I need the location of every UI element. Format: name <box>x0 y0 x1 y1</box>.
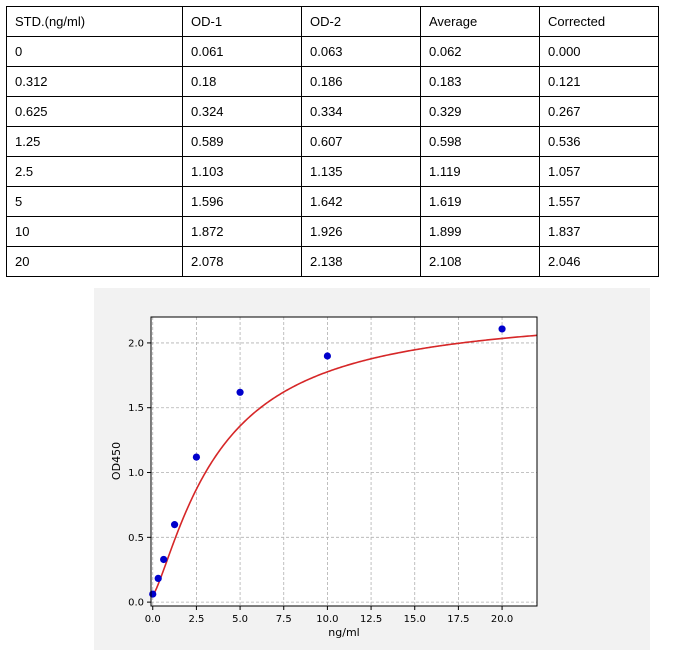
table-cell: 0.589 <box>182 126 302 157</box>
data-point <box>170 521 179 529</box>
x-tick-label: 17.5 <box>447 614 469 625</box>
x-tick-label: 12.5 <box>360 614 382 625</box>
data-point <box>323 352 332 360</box>
table-cell: 0.063 <box>301 36 421 67</box>
table-cell: 0.324 <box>182 96 302 127</box>
plot-panel: 0.0 2.5 5.0 7.5 10.0 12.5 15.0 17.5 20.0 0.0 0.5 1… <box>94 288 650 650</box>
table-cell: 0.312 <box>6 66 183 97</box>
table-cell: 1.926 <box>301 216 421 247</box>
y-axis-label: OD450 <box>110 442 123 480</box>
table-cell: 2.138 <box>301 246 421 277</box>
table-cell: 0.267 <box>539 96 659 127</box>
x-tick-label: 5.0 <box>232 614 248 625</box>
table-cell: 2.108 <box>420 246 540 277</box>
standard-table: STD.(ng/ml) OD-1 OD-2 Average Corrected 0 0.06… <box>6 6 659 277</box>
table-cell: 20 <box>6 246 183 277</box>
x-tick-label: 20.0 <box>491 614 513 625</box>
x-axis-label: ng/ml <box>328 626 359 639</box>
y-axis-ticks: 0.0 0.5 1.0 1.5 2.0 <box>128 338 151 609</box>
table-header-cell: OD-1 <box>182 6 302 37</box>
y-tick-label: 0.0 <box>128 598 144 609</box>
x-tick-label: 2.5 <box>188 614 204 625</box>
table-cell: 1.135 <box>301 156 421 187</box>
table-cell: 1.557 <box>539 186 659 217</box>
table-row: 5 1.596 1.642 1.619 1.557 <box>6 186 659 217</box>
table-cell: 2.046 <box>539 246 659 277</box>
y-tick-label: 1.5 <box>128 403 144 414</box>
table-cell: 1.619 <box>420 186 540 217</box>
table-cell: 0.121 <box>539 66 659 97</box>
table-cell: 0.062 <box>420 36 540 67</box>
table-row: 20 2.078 2.138 2.108 2.046 <box>6 246 659 277</box>
table-row: 10 1.872 1.926 1.899 1.837 <box>6 216 659 247</box>
table-row: 1.25 0.589 0.607 0.598 0.536 <box>6 126 659 157</box>
table-header-cell: STD.(ng/ml) <box>6 6 183 37</box>
data-point <box>160 555 168 564</box>
grid-lines <box>151 317 537 606</box>
data-point <box>149 590 157 598</box>
table-row: 0.312 0.18 0.186 0.183 0.121 <box>6 66 659 97</box>
table-cell: 0.598 <box>420 126 540 157</box>
fit-curve <box>152 334 538 596</box>
table-cell: 1.119 <box>420 156 540 187</box>
table-cell: 5 <box>6 186 183 217</box>
y-tick-label: 1.0 <box>128 468 144 479</box>
table-cell: 0.18 <box>182 66 302 97</box>
table-cell: 0.061 <box>182 36 302 67</box>
table-row: 2.5 1.103 1.135 1.119 1.057 <box>6 156 659 187</box>
table-cell: 0.000 <box>539 36 659 67</box>
data-point <box>236 388 244 396</box>
table-header-cell: Corrected <box>539 6 659 37</box>
table-cell: 0.329 <box>420 96 540 127</box>
data-point <box>192 453 201 461</box>
table-header-cell: Average <box>420 6 540 37</box>
data-point <box>498 325 506 333</box>
table-cell: 1.899 <box>420 216 540 247</box>
table-cell: 1.837 <box>539 216 659 247</box>
table-row: 0 0.061 0.063 0.062 0.000 <box>6 36 659 67</box>
table-cell: 1.642 <box>301 186 421 217</box>
plot-area-background <box>151 317 537 606</box>
table-header-cell: OD-2 <box>301 6 421 37</box>
table-cell: 0 <box>6 36 183 67</box>
table-cell: 1.103 <box>182 156 302 187</box>
table-cell: 0.625 <box>6 96 183 127</box>
table-cell: 0.186 <box>301 66 421 97</box>
data-point <box>154 574 162 582</box>
x-tick-label: 10.0 <box>316 614 338 625</box>
x-axis-ticks: 0.0 2.5 5.0 7.5 10.0 12.5 15.0 17.5 20.0 <box>145 606 513 625</box>
table-cell: 2.5 <box>6 156 183 187</box>
y-tick-label: 0.5 <box>128 533 144 544</box>
x-tick-label: 7.5 <box>276 614 292 625</box>
table-cell: 0.536 <box>539 126 659 157</box>
table-cell: 1.872 <box>182 216 302 247</box>
y-tick-label: 2.0 <box>128 338 144 349</box>
table-row: 0.625 0.324 0.334 0.329 0.267 <box>6 96 659 127</box>
table-cell: 1.25 <box>6 126 183 157</box>
table-cell: 1.596 <box>182 186 302 217</box>
table-cell: 0.607 <box>301 126 421 157</box>
table-header-row: STD.(ng/ml) OD-1 OD-2 Average Corrected <box>6 6 659 37</box>
table-cell: 2.078 <box>182 246 302 277</box>
table-cell: 0.334 <box>301 96 421 127</box>
standard-curve-chart: 0.0 2.5 5.0 7.5 10.0 12.5 15.0 17.5 20.0 0.0 0.5 1… <box>110 316 538 639</box>
plot-area-frame <box>150 316 538 607</box>
table-cell: 0.183 <box>420 66 540 97</box>
table-cell: 10 <box>6 216 183 247</box>
table-cell: 1.057 <box>539 156 659 187</box>
x-tick-label: 15.0 <box>404 614 426 625</box>
x-tick-label: 0.0 <box>145 614 161 625</box>
